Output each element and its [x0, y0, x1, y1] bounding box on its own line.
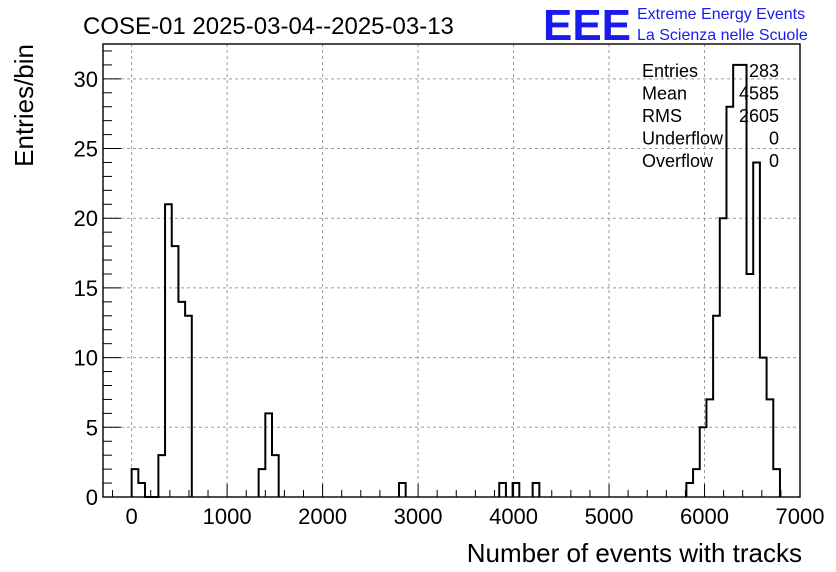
x-axis-ticks: 0 1000 2000 3000 4000 5000 6000 7000 [112, 484, 825, 529]
logo-line-1: Extreme Energy Events [637, 6, 805, 23]
histogram-bin [747, 274, 754, 497]
histogram-bin [272, 455, 279, 497]
x-tick-label: 5000 [585, 504, 634, 529]
chart-title: COSE-01 2025-03-04--2025-03-13 [83, 13, 454, 40]
y-tick-label: 30 [74, 67, 98, 92]
x-tick-label: 3000 [394, 504, 443, 529]
histogram-bin [706, 399, 713, 497]
histogram-bin [773, 469, 780, 497]
histogram-bin [172, 246, 179, 497]
stats-label: RMS [642, 106, 682, 126]
stats-label: Underflow [642, 129, 724, 149]
grid-lines [103, 44, 801, 498]
histogram-bin [693, 469, 700, 497]
stats-box: Entries 283 Mean 4585 RMS 2605 Underflow 0 Overf… [642, 61, 779, 171]
stats-label: Entries [642, 61, 698, 81]
histogram-bin [686, 483, 693, 497]
histogram-bin [399, 483, 406, 497]
y-axis-ticks: 0 5 10 15 20 25 30 [74, 50, 121, 510]
stats-value: 0 [769, 151, 779, 171]
x-tick-label: 2000 [298, 504, 347, 529]
histogram-bin [753, 162, 760, 497]
logo-mark: EEE [543, 1, 631, 50]
histogram-bin [185, 316, 192, 497]
histogram-bin [726, 107, 733, 497]
y-tick-label: 0 [86, 485, 98, 510]
histogram-bin [767, 399, 774, 497]
stats-value: 283 [749, 61, 779, 81]
histogram-bin [713, 316, 720, 497]
stats-value: 2605 [739, 106, 779, 126]
histogram-bin [265, 413, 272, 497]
histogram-bin [132, 469, 139, 497]
x-tick-label: 4000 [489, 504, 538, 529]
eee-logo: EEE Extreme Energy Events La Scienza nel… [543, 1, 808, 50]
histogram-bin [533, 483, 540, 497]
y-tick-label: 15 [74, 276, 98, 301]
histogram-bin [700, 427, 707, 497]
x-tick-label: 7000 [776, 504, 825, 529]
y-tick-label: 5 [86, 415, 98, 440]
histogram-outline [130, 63, 781, 498]
stats-value: 0 [769, 129, 779, 149]
stats-value: 4585 [739, 84, 779, 104]
x-tick-label: 0 [126, 504, 138, 529]
y-tick-label: 25 [74, 137, 98, 162]
histogram-bin [165, 204, 172, 497]
logo-line-2: La Scienza nelle Scuole [637, 27, 808, 44]
histogram-bars [130, 63, 781, 498]
plot-frame [102, 43, 801, 498]
x-tick-label: 6000 [680, 504, 729, 529]
stats-label: Mean [642, 84, 687, 104]
x-tick-label: 1000 [203, 504, 252, 529]
histogram-bin [259, 469, 266, 497]
y-tick-label: 10 [74, 346, 98, 371]
histogram-bin [178, 302, 185, 497]
histogram-bin [499, 483, 506, 497]
stats-label: Overflow [642, 151, 714, 171]
x-axis-label: Number of events with tracks [467, 538, 802, 568]
histogram-bin [740, 65, 747, 497]
y-tick-label: 20 [74, 206, 98, 231]
histogram-bin [733, 65, 740, 497]
y-axis-label: Entries/bin [9, 44, 39, 167]
histogram-bin [158, 455, 165, 497]
histogram-bin [138, 483, 145, 497]
